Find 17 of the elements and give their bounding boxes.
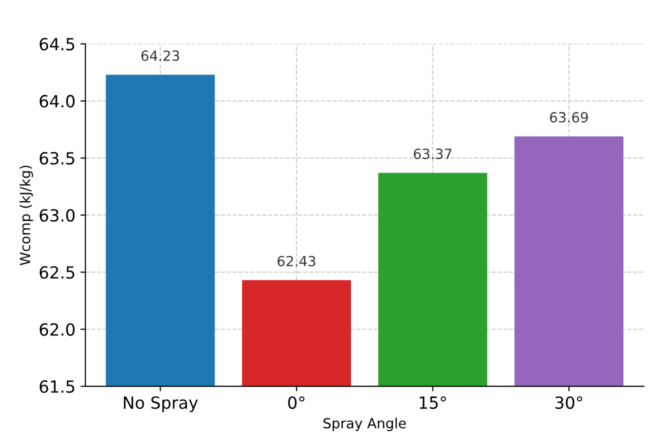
y-tick-label: 64.5 <box>40 38 74 50</box>
x-tick-label: No Spray <box>124 396 198 412</box>
data-label: 63.69 <box>550 112 588 123</box>
data-label: 64.23 <box>141 50 180 61</box>
x-tick-label: 15° <box>420 396 446 409</box>
y-axis-title: Wcomp (kJ/kg) <box>20 166 34 266</box>
x-tick-label: 30° <box>555 396 582 409</box>
y-tick-label: 63.5 <box>40 152 74 165</box>
data-label: 63.37 <box>414 148 452 160</box>
y-tick-label: 62.5 <box>40 266 74 279</box>
y-tick-label: 64.0 <box>40 94 75 108</box>
y-tick-label: 61.5 <box>40 380 74 393</box>
y-tick-label: 62.0 <box>40 323 75 336</box>
y-tick-label: 63.0 <box>40 209 75 222</box>
x-axis-title: Spray Angle <box>324 418 406 432</box>
x-tick-label: 0° <box>288 396 304 409</box>
data-label: 62.43 <box>278 256 316 266</box>
